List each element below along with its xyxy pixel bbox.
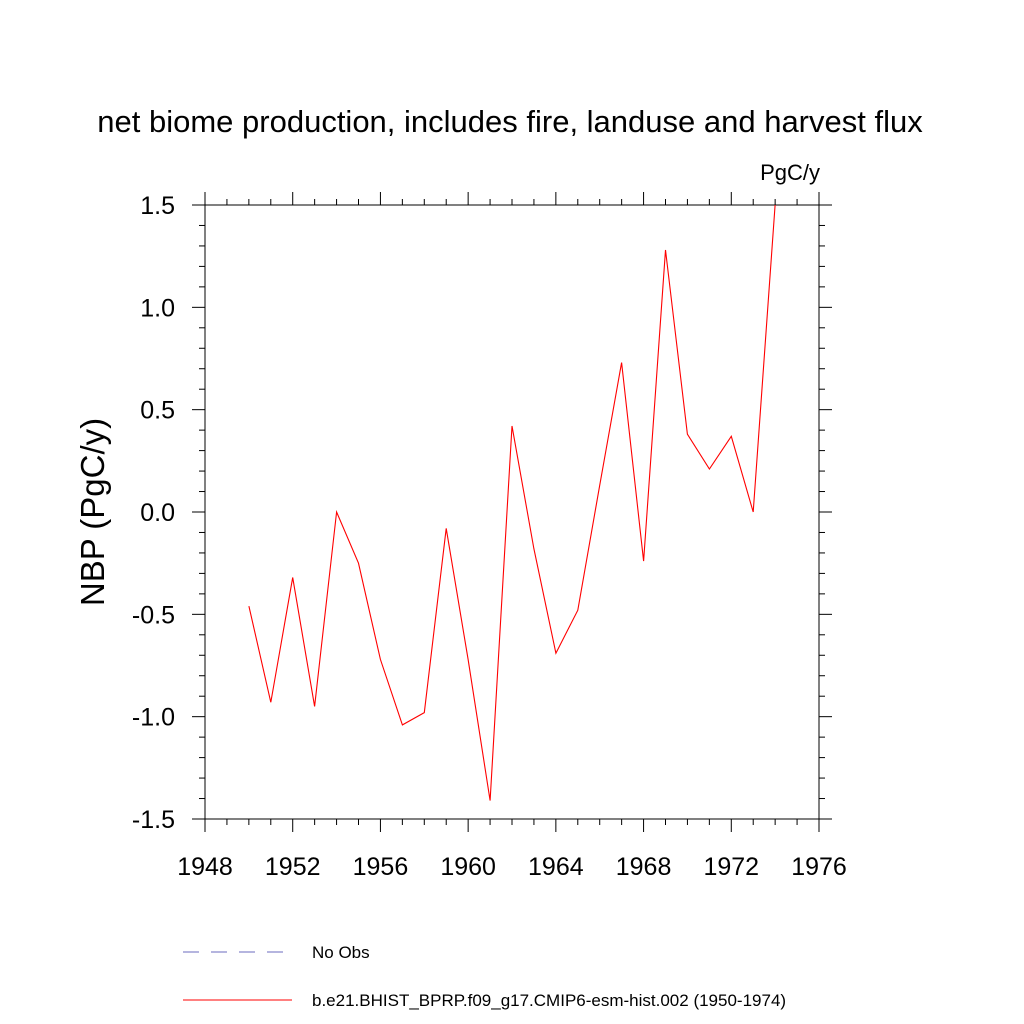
x-tick-label: 1968 [616, 853, 672, 881]
y-tick-label: 0.0 [140, 499, 175, 527]
y-tick-label: -1.5 [132, 806, 175, 834]
x-tick-label: 1960 [440, 853, 496, 881]
units-label: PgC/y [760, 160, 820, 185]
y-tick-label: 0.5 [140, 397, 175, 425]
y-tick-label: -0.5 [132, 601, 175, 629]
legend-label: No Obs [312, 943, 370, 962]
x-tick-label: 1976 [791, 853, 847, 881]
series-layer [248, 204, 776, 801]
x-tick-label: 1952 [265, 853, 321, 881]
series-line [248, 204, 776, 801]
x-tick-label: 1956 [353, 853, 409, 881]
y-tick-label: 1.0 [140, 294, 175, 322]
y-axis-label: NBP (PgC/y) [74, 418, 111, 606]
x-tick-label: 1964 [528, 853, 584, 881]
plot-frame [204, 204, 820, 820]
y-tick-label: 1.5 [140, 192, 175, 220]
axes: 1948 1952 1956 1960 1964 1968 1972 1976 -1.5 -1.0… [132, 192, 847, 881]
x-tick-label: 1948 [177, 853, 233, 881]
legend: No Obs b.e21.BHIST_BPRP.f09_g17.CMIP6-esm… [183, 943, 786, 1010]
x-tick-label: 1972 [703, 853, 759, 881]
legend-label: b.e21.BHIST_BPRP.f09_g17.CMIP6-esm-hist.… [312, 991, 786, 1010]
chart-title: net biome production, includes fire, lan… [97, 104, 923, 139]
y-tick-label: -1.0 [132, 704, 175, 732]
